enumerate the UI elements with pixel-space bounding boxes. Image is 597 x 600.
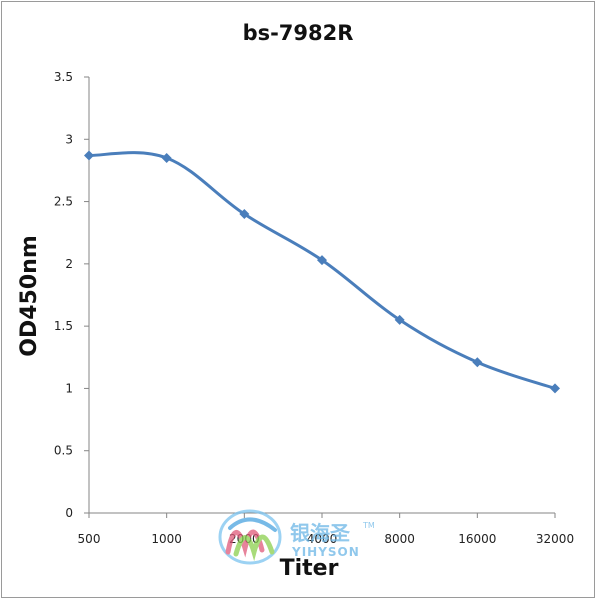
x-tick-label: 16000 xyxy=(458,532,496,546)
watermark-brand-cn: 银海圣 xyxy=(290,521,351,545)
x-tick-label: 4000 xyxy=(307,532,338,546)
x-tick-label: 1000 xyxy=(151,532,182,546)
axes xyxy=(84,76,556,518)
x-tick-label: 8000 xyxy=(384,532,415,546)
y-tick-label: 2.5 xyxy=(54,195,73,209)
x-tick-label: 500 xyxy=(78,532,101,546)
data-point-marker xyxy=(84,150,94,161)
data-point-marker xyxy=(550,383,560,394)
x-tick-label: 32000 xyxy=(536,532,574,546)
y-tick-label: 0 xyxy=(65,506,73,520)
series-line xyxy=(88,151,556,390)
y-tick-label: 1.5 xyxy=(54,319,73,333)
y-tick-labels: 0 0.5 1 1.5 2 2.5 3 3.5 xyxy=(54,70,73,520)
y-tick-label: 3.5 xyxy=(54,70,73,84)
data-point-marker xyxy=(394,314,405,325)
watermark-brand-en: YIHYSON xyxy=(291,545,360,559)
data-point-marker xyxy=(317,255,327,266)
x-axis-label: Titer xyxy=(280,556,339,581)
watermark-trademark: TM xyxy=(362,521,375,530)
series-group xyxy=(84,150,560,394)
data-point-marker xyxy=(239,209,250,220)
chart-title: bs-7982R xyxy=(243,21,354,45)
data-point-marker xyxy=(161,152,172,163)
y-tick-label: 3 xyxy=(65,132,73,146)
yihyson-logo-icon xyxy=(218,509,282,565)
y-axis-label: OD450nm xyxy=(17,235,42,356)
watermark-logo: 银海圣 TM YIHYSON xyxy=(218,509,375,565)
y-tick-label: 0.5 xyxy=(54,444,73,458)
y-tick-label: 2 xyxy=(65,257,73,271)
y-tick-label: 1 xyxy=(65,381,73,395)
data-point-marker xyxy=(472,357,483,368)
